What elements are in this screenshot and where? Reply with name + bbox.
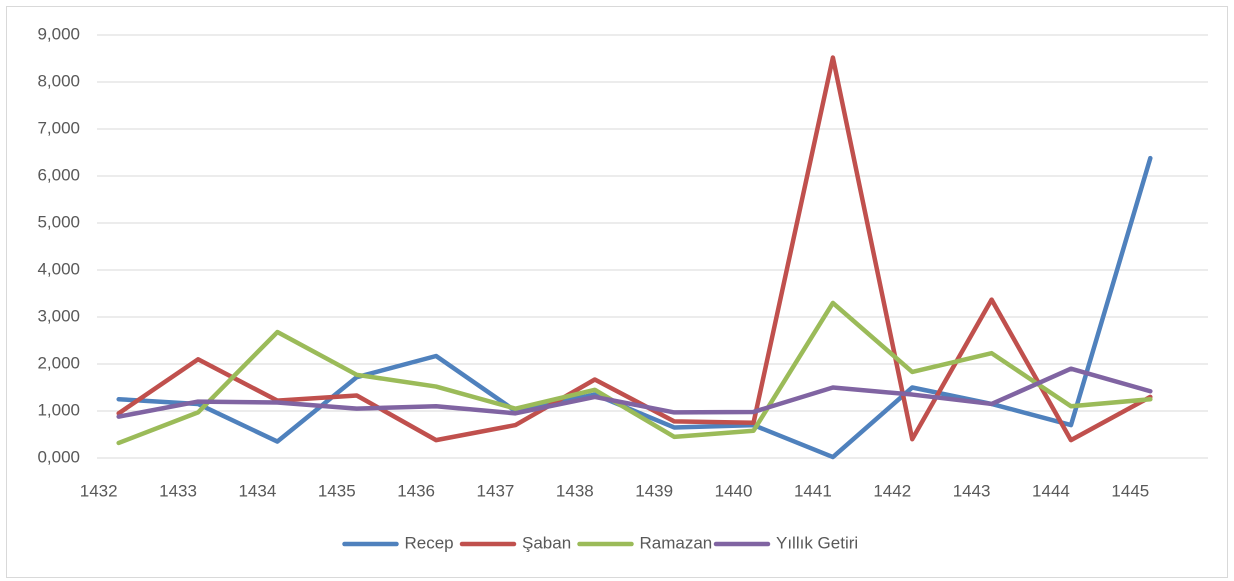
- legend-label: Yıllık Getiri: [776, 533, 858, 552]
- y-tick-label: 0,000: [37, 447, 80, 466]
- x-tick-label: 1436: [397, 481, 435, 500]
- x-tick-label: 1433: [159, 481, 197, 500]
- y-tick-label: 5,000: [37, 212, 80, 231]
- x-tick-label: 1445: [1111, 481, 1149, 500]
- legend-label: Şaban: [522, 533, 571, 552]
- x-tick-label: 1432: [80, 481, 118, 500]
- x-tick-label: 1440: [715, 481, 753, 500]
- x-tick-label: 1439: [635, 481, 673, 500]
- legend-label: Ramazan: [640, 533, 713, 552]
- series-line: [116, 300, 1153, 446]
- y-tick-label: 8,000: [37, 71, 80, 90]
- x-tick-label: 1444: [1032, 481, 1070, 500]
- y-tick-label: 3,000: [37, 306, 80, 325]
- x-tick-label: 1437: [477, 481, 515, 500]
- x-tick-label: 1441: [794, 481, 832, 500]
- x-tick-label: 1442: [873, 481, 911, 500]
- legend-label: Recep: [405, 533, 454, 552]
- chart-border: [6, 6, 1228, 578]
- y-tick-label: 1,000: [37, 400, 80, 419]
- y-tick-label: 7,000: [37, 118, 80, 137]
- series-line: [116, 366, 1153, 419]
- x-tick-label: 1443: [953, 481, 991, 500]
- x-tick-label: 1434: [238, 481, 276, 500]
- x-tick-label: 1435: [318, 481, 356, 500]
- y-tick-label: 2,000: [37, 353, 80, 372]
- y-tick-label: 4,000: [37, 259, 80, 278]
- y-tick-label: 9,000: [37, 24, 80, 43]
- x-tick-label: 1438: [556, 481, 594, 500]
- series-line: [116, 55, 1153, 443]
- y-tick-label: 6,000: [37, 165, 80, 184]
